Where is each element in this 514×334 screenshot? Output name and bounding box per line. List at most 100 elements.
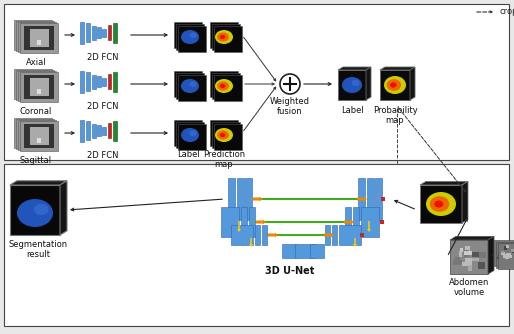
Bar (28, 28, 46, 46)
Bar (22, 74, 52, 98)
Ellipse shape (384, 76, 406, 94)
Bar (20, 72, 58, 102)
Bar (22, 123, 52, 147)
Bar (506, 245, 509, 248)
Ellipse shape (181, 128, 199, 142)
FancyArrow shape (367, 221, 371, 232)
Bar (214, 26, 242, 52)
Bar (18, 121, 48, 145)
Bar (35, 38, 39, 44)
Bar (20, 73, 50, 97)
Ellipse shape (17, 199, 53, 227)
Bar (508, 255, 511, 258)
Ellipse shape (217, 81, 229, 91)
Bar (455, 257, 460, 264)
Bar (18, 120, 56, 150)
Bar (470, 259, 479, 262)
Bar (18, 23, 48, 47)
Bar (178, 26, 206, 52)
Bar (80, 22, 84, 44)
Bar (92, 124, 96, 138)
Bar (262, 225, 266, 245)
Bar (31, 36, 35, 42)
Polygon shape (366, 67, 371, 100)
Bar (24, 75, 54, 99)
Bar (503, 252, 506, 254)
Bar (511, 249, 514, 252)
Bar (174, 71, 202, 97)
Bar (86, 23, 90, 42)
Bar (228, 178, 235, 220)
FancyArrow shape (344, 219, 354, 224)
Bar (507, 259, 510, 262)
Ellipse shape (215, 79, 233, 93)
Polygon shape (410, 67, 415, 100)
Polygon shape (60, 181, 67, 235)
Bar (472, 252, 479, 257)
Bar (210, 71, 238, 97)
Bar (498, 243, 514, 269)
Ellipse shape (220, 35, 225, 39)
Text: 2D FCN: 2D FCN (87, 102, 119, 111)
Polygon shape (10, 181, 67, 185)
Bar (176, 24, 204, 50)
Text: Weighted
fusion: Weighted fusion (270, 97, 310, 117)
Bar (92, 25, 96, 40)
Bar (494, 240, 514, 266)
Bar (97, 27, 101, 38)
Bar (22, 25, 52, 49)
Bar (462, 262, 468, 266)
Bar (16, 70, 54, 100)
Bar (420, 185, 462, 223)
Bar (460, 247, 463, 252)
Bar (210, 120, 238, 146)
Bar (31, 86, 35, 91)
Bar (97, 125, 101, 136)
Bar (26, 27, 45, 45)
FancyArrow shape (268, 232, 278, 237)
Bar (113, 121, 117, 141)
Bar (80, 120, 84, 142)
Ellipse shape (190, 81, 197, 87)
Bar (18, 22, 56, 52)
Bar (325, 225, 330, 245)
Text: Label: Label (177, 150, 199, 159)
Bar (221, 207, 239, 237)
Bar (24, 124, 54, 148)
Text: crop: crop (499, 7, 514, 16)
Bar (453, 261, 462, 265)
Text: Sagittal: Sagittal (20, 156, 52, 165)
Bar (24, 26, 54, 50)
Bar (366, 178, 374, 220)
Bar (506, 253, 510, 257)
Bar (28, 126, 46, 144)
Ellipse shape (220, 84, 225, 88)
Text: Probability
map: Probability map (373, 106, 417, 125)
Bar (29, 29, 48, 47)
Bar (108, 123, 112, 138)
Bar (501, 252, 505, 256)
Bar (4, 164, 509, 326)
Bar (450, 240, 488, 274)
Polygon shape (450, 236, 494, 240)
Text: Segmentation
result: Segmentation result (8, 240, 67, 260)
Polygon shape (462, 181, 468, 223)
Bar (102, 127, 106, 135)
Ellipse shape (426, 192, 456, 216)
Bar (248, 207, 254, 237)
Bar (113, 23, 117, 43)
Ellipse shape (352, 80, 359, 86)
Bar (503, 255, 507, 258)
Bar (338, 70, 366, 100)
Bar (24, 124, 43, 142)
Bar (241, 207, 247, 237)
Text: Axial: Axial (26, 58, 46, 67)
Bar (102, 28, 106, 37)
Text: Coronal: Coronal (20, 107, 52, 116)
Bar (360, 233, 364, 237)
Text: Label: Label (341, 106, 363, 115)
Bar (31, 135, 35, 140)
Polygon shape (380, 67, 415, 70)
Bar (174, 120, 202, 146)
Bar (26, 76, 45, 94)
